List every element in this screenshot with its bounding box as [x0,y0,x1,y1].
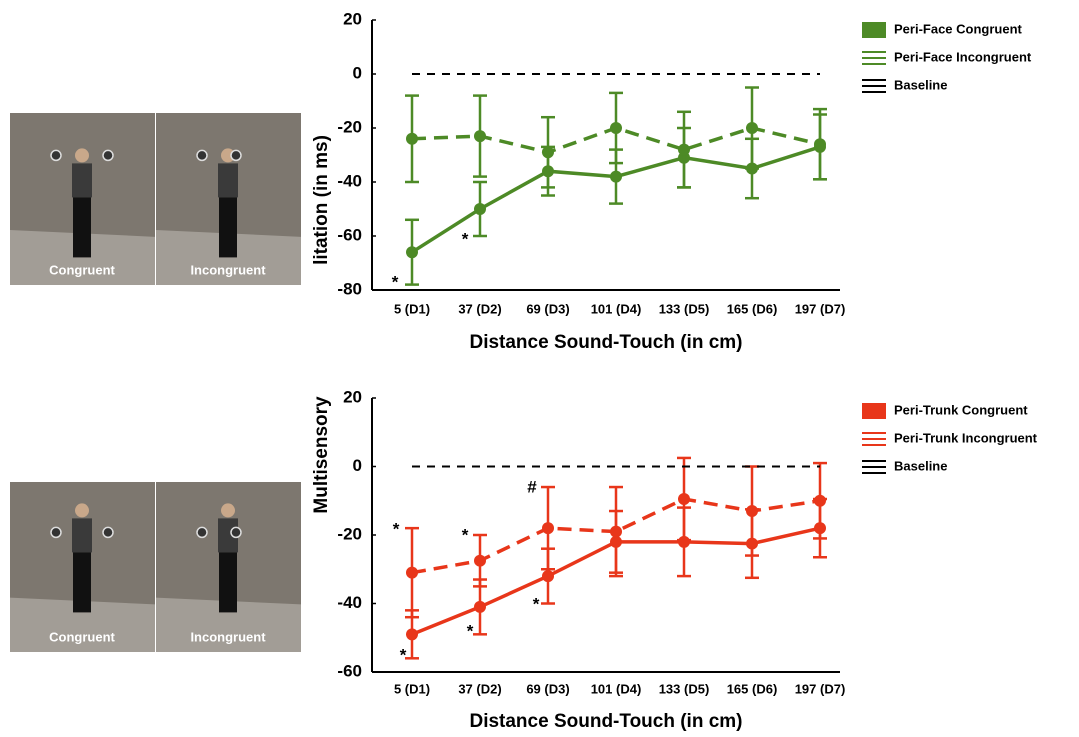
avatar-torso [218,518,238,553]
avatar-legs [219,197,237,258]
x-axis-label: Distance Sound-Touch (in cm) [469,332,742,353]
point [610,170,622,183]
legend-swatch [862,22,886,38]
x-axis-label: Distance Sound-Touch (in cm) [469,711,742,732]
annotation: * [462,229,469,248]
image-label: Congruent [49,629,115,644]
x-tick-label: 133 (D5) [659,681,710,696]
legend-label: Peri-Face Congruent [894,21,1023,36]
x-tick-label: 101 (D4) [591,681,642,696]
avatar-head [221,503,235,518]
speaker [102,149,114,162]
legend-label: Baseline [894,458,947,473]
avatar-torso [72,163,92,198]
point [474,554,486,567]
scene-floor [156,597,301,652]
point [746,505,758,518]
point [474,600,486,613]
legend-label: Baseline [894,77,947,92]
point [814,138,826,151]
avatar-legs [73,552,91,613]
avatar-torso [218,163,238,198]
annotation: * [462,525,469,544]
x-tick-label: 5 (D1) [394,301,430,316]
speaker [196,149,208,162]
speaker [50,149,62,162]
scene-floor [156,229,301,285]
y-tick-label: 0 [353,63,362,82]
speaker [230,526,242,539]
y-tick-label: 0 [353,456,362,475]
y-tick-label: -60 [337,225,362,244]
point [542,570,554,583]
point [678,535,690,548]
x-tick-label: 69 (D3) [526,301,569,316]
image-label: Incongruent [190,262,266,277]
y-tick-label: -20 [337,117,362,136]
annotation: # [527,477,537,496]
point [678,143,690,156]
x-tick-label: 165 (D6) [727,681,778,696]
point [678,493,690,506]
legend-label: Peri-Trunk Incongruent [894,430,1038,445]
legend-label: Peri-Face Incongruent [894,49,1032,64]
avatar-head [75,148,89,163]
point [406,246,418,259]
y-tick-label: -20 [337,524,362,543]
y-tick-label: 20 [343,9,362,28]
image-label: Incongruent [190,629,266,644]
annotation: * [393,519,400,538]
scene-floor [10,597,155,652]
legend-label: Peri-Trunk Congruent [894,402,1028,417]
y-axis-label: Multisensory [311,396,332,514]
legend-swatch [862,403,886,419]
point [610,122,622,134]
scene-floor [10,229,155,285]
speaker [50,526,62,539]
point [746,122,758,134]
x-tick-label: 197 (D7) [795,301,846,316]
annotation: * [533,594,540,613]
point [474,203,486,215]
point [474,130,486,143]
x-tick-label: 69 (D3) [526,681,569,696]
x-tick-label: 197 (D7) [795,681,846,696]
x-tick-label: 165 (D6) [727,301,778,316]
point [610,525,622,538]
annotation: * [400,645,407,664]
y-tick-label: -60 [337,661,362,680]
avatar-head [75,503,89,518]
y-tick-label: -40 [337,171,362,190]
avatar-legs [219,552,237,613]
point [406,628,418,641]
point [542,146,554,159]
y-tick-label: -80 [337,279,362,298]
y-tick-label: -40 [337,593,362,612]
point [406,566,418,579]
x-tick-label: 5 (D1) [394,681,430,696]
speaker [196,526,208,539]
x-tick-label: 101 (D4) [591,301,642,316]
point [542,522,554,535]
x-tick-label: 37 (D2) [458,301,501,316]
x-tick-label: 133 (D5) [659,301,710,316]
annotation: * [467,621,474,640]
x-tick-label: 37 (D2) [458,681,501,696]
point [406,132,418,145]
y-tick-label: 20 [343,387,362,406]
speaker [102,526,114,539]
speaker [230,149,242,162]
y-axis-label: litation (in ms) [311,135,332,265]
avatar-torso [72,518,92,553]
annotation: * [392,272,399,291]
image-label: Congruent [49,262,115,277]
avatar-legs [73,197,91,258]
point [814,494,826,507]
